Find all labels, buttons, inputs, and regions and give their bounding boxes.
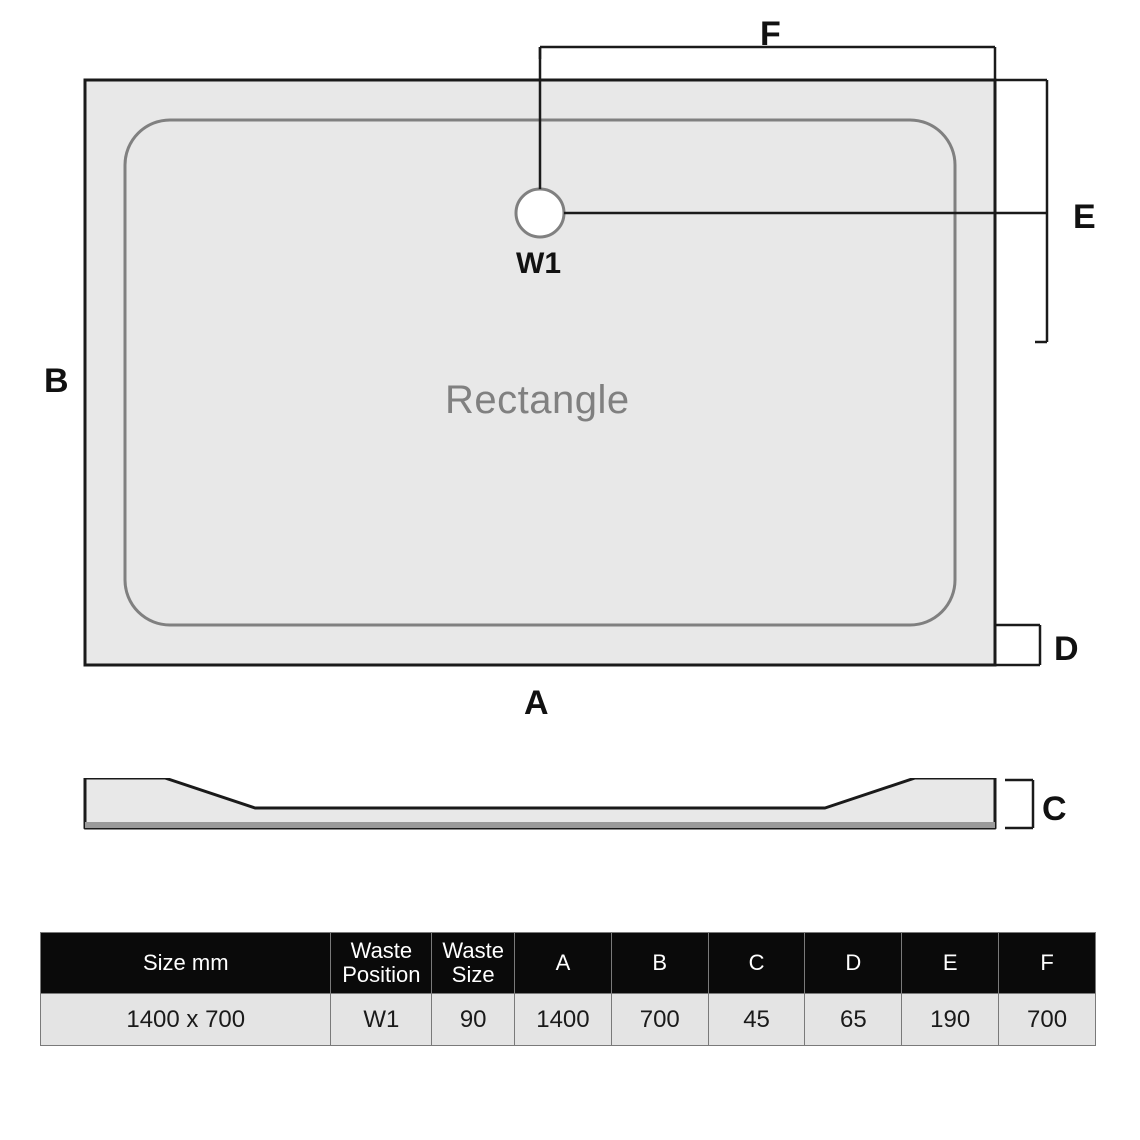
tray-title: Rectangle: [445, 378, 630, 423]
dim-label-f: F: [760, 15, 781, 54]
table-cell: W1: [331, 994, 432, 1046]
table-cell: 1400: [515, 994, 612, 1046]
table-cell: 190: [902, 994, 999, 1046]
spec-table: Size mmWastePositionWasteSizeABCDEF 1400…: [40, 932, 1096, 1046]
table-header-cell: F: [999, 933, 1096, 994]
table-header-cell: D: [805, 933, 902, 994]
dim-label-d: D: [1054, 630, 1079, 669]
table-header-cell: A: [515, 933, 612, 994]
table-cell: 700: [999, 994, 1096, 1046]
table-header-cell: E: [902, 933, 999, 994]
table-header-cell: B: [611, 933, 708, 994]
dim-label-b: B: [44, 362, 69, 401]
dim-label-a: A: [524, 684, 549, 723]
table-header-cell: WasteSize: [432, 933, 515, 994]
table-header-cell: Size mm: [41, 933, 331, 994]
table-row: 1400 x 700W19014007004565190700: [41, 994, 1096, 1046]
table-cell: 90: [432, 994, 515, 1046]
table-header-cell: WastePosition: [331, 933, 432, 994]
table-cell: 1400 x 700: [41, 994, 331, 1046]
tray-profile-view: [0, 778, 1140, 848]
table-cell: 45: [708, 994, 805, 1046]
table-cell: 700: [611, 994, 708, 1046]
dim-label-e: E: [1073, 198, 1096, 237]
table-header-row: Size mmWastePositionWasteSizeABCDEF: [41, 933, 1096, 994]
waste-label: W1: [516, 247, 561, 281]
table-cell: 65: [805, 994, 902, 1046]
diagram-canvas: Rectangle W1 A B C D E F Size mmWastePos…: [0, 0, 1140, 1140]
waste-hole: [516, 189, 564, 237]
table-header-cell: C: [708, 933, 805, 994]
